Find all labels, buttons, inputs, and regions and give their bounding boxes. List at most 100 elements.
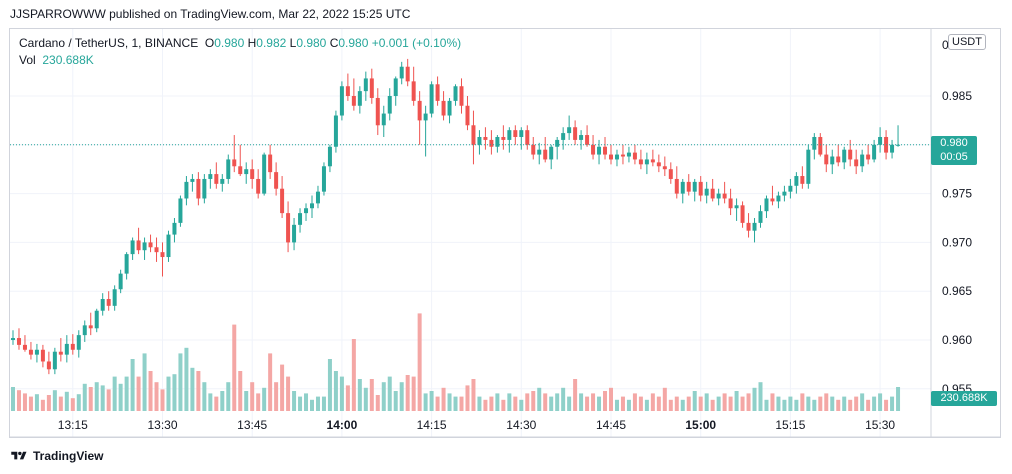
- footer-brand[interactable]: TradingView: [10, 449, 103, 463]
- volume-bar: [286, 376, 291, 411]
- volume-bar: [76, 394, 81, 411]
- candles: [11, 58, 901, 375]
- volume-bar: [22, 393, 27, 411]
- volume-bar: [836, 399, 841, 411]
- candle-body: [794, 176, 799, 186]
- candle-body: [142, 242, 147, 251]
- volume-bar: [555, 393, 560, 411]
- candle-body: [471, 125, 476, 145]
- candle-body: [166, 234, 171, 258]
- volume-bar: [399, 382, 404, 411]
- x-tick-label: 14:45: [596, 418, 626, 432]
- candle-body: [178, 198, 183, 223]
- candle-body: [28, 349, 33, 355]
- candle-body: [549, 146, 554, 160]
- volume-bar: [483, 399, 488, 411]
- volume-bar: [16, 390, 21, 411]
- candle-body: [250, 169, 255, 179]
- y-tick-label: 0.985: [942, 89, 972, 103]
- candle-body: [435, 84, 440, 101]
- volume-bar: [387, 376, 392, 411]
- x-tick-label: 15:15: [775, 418, 805, 432]
- candle-body: [238, 166, 243, 175]
- volume-bar: [304, 393, 309, 411]
- candle-body: [519, 130, 524, 137]
- candle-body: [315, 191, 320, 204]
- candle-body: [860, 154, 865, 167]
- legend-c-value: 0.980: [338, 36, 369, 50]
- candle-body: [286, 213, 291, 243]
- candle-body: [513, 130, 518, 137]
- candle-body: [441, 100, 446, 116]
- candle-body: [644, 159, 649, 165]
- volume-bar: [226, 382, 231, 411]
- volume-bar: [327, 359, 332, 411]
- volume-bar: [890, 396, 895, 411]
- volume-bar: [770, 393, 775, 411]
- countdown-value: 00:05: [940, 151, 968, 163]
- volume-bar: [28, 396, 33, 411]
- candle-body: [387, 96, 392, 114]
- candle-body: [94, 310, 99, 329]
- volume-bar: [489, 396, 494, 411]
- volume-bar: [124, 376, 129, 411]
- y-tick-label: 0: [942, 38, 949, 52]
- candle-body: [776, 195, 781, 202]
- volume-bar: [166, 376, 171, 411]
- candle-body: [411, 81, 416, 101]
- candle-body: [357, 91, 362, 106]
- candle-body: [830, 156, 835, 165]
- candle-body: [878, 136, 883, 145]
- volume-bar: [453, 396, 458, 411]
- volume-bar: [112, 376, 117, 411]
- x-tick-label: 13:45: [237, 418, 267, 432]
- candle-body: [154, 247, 159, 253]
- x-tick-label: 15:30: [865, 418, 895, 432]
- y-tick-label: 0.960: [942, 333, 972, 347]
- volume-bar: [638, 396, 643, 411]
- volume-bar: [34, 394, 39, 411]
- candle-body: [70, 343, 75, 350]
- candle-body: [172, 222, 177, 235]
- volume-bar: [459, 396, 464, 411]
- candle-body: [597, 146, 602, 155]
- candle-body: [465, 105, 470, 126]
- candle-body: [196, 178, 201, 199]
- volume-bar: [447, 393, 452, 411]
- candle-body: [76, 335, 81, 350]
- volume-bar: [232, 324, 237, 411]
- candle-body: [118, 273, 123, 290]
- volume-bar: [94, 382, 99, 411]
- candle-body: [214, 174, 219, 184]
- candle-body: [662, 166, 667, 170]
- candle-body: [746, 222, 751, 231]
- candle-body: [280, 188, 285, 214]
- volume-bar: [411, 376, 416, 411]
- candle-body: [704, 188, 709, 196]
- footer-brand-label: TradingView: [33, 449, 104, 463]
- candle-body: [650, 159, 655, 163]
- volume-bar: [435, 396, 440, 411]
- volume-bar: [262, 387, 267, 411]
- volume-bar: [812, 399, 817, 411]
- candle-body: [579, 135, 584, 140]
- candle-body: [190, 178, 195, 182]
- currency-button[interactable]: USDT: [948, 34, 986, 50]
- candle-body: [148, 242, 153, 248]
- legend-l-value: 0.980: [296, 36, 327, 50]
- candle-body: [489, 139, 494, 147]
- legend-h-value: 0.982: [256, 36, 287, 50]
- volume-badge: 230.688K: [931, 391, 997, 406]
- volume-bar: [298, 396, 303, 411]
- volume-bar: [585, 396, 590, 411]
- volume-bar: [614, 399, 619, 411]
- volume-bar: [561, 387, 566, 411]
- volume-bar: [794, 399, 799, 411]
- volume-bar: [106, 389, 111, 411]
- volume-bar: [250, 382, 255, 411]
- candle-body: [453, 86, 458, 101]
- volume-bar: [776, 396, 781, 411]
- volume-bar: [88, 387, 93, 411]
- candle-body: [812, 136, 817, 150]
